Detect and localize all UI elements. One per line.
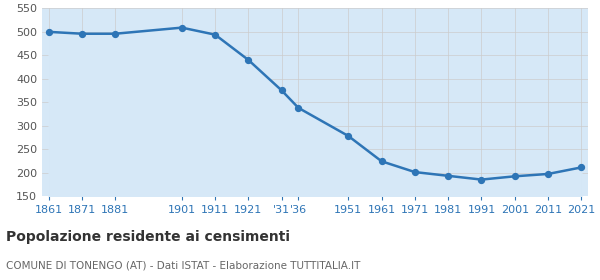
Text: COMUNE DI TONENGO (AT) - Dati ISTAT - Elaborazione TUTTITALIA.IT: COMUNE DI TONENGO (AT) - Dati ISTAT - El…	[6, 260, 361, 270]
Point	[211, 32, 220, 37]
Point	[293, 106, 303, 110]
Point	[77, 31, 87, 36]
Point	[277, 88, 287, 93]
Point	[110, 31, 120, 36]
Point	[543, 172, 553, 176]
Point	[577, 165, 586, 170]
Point	[177, 25, 187, 30]
Point	[44, 30, 53, 34]
Point	[510, 174, 520, 179]
Point	[476, 177, 486, 182]
Point	[343, 134, 353, 138]
Text: Popolazione residente ai censimenti: Popolazione residente ai censimenti	[6, 230, 290, 244]
Point	[410, 170, 419, 174]
Point	[443, 174, 453, 178]
Point	[377, 159, 386, 164]
Point	[244, 58, 253, 62]
